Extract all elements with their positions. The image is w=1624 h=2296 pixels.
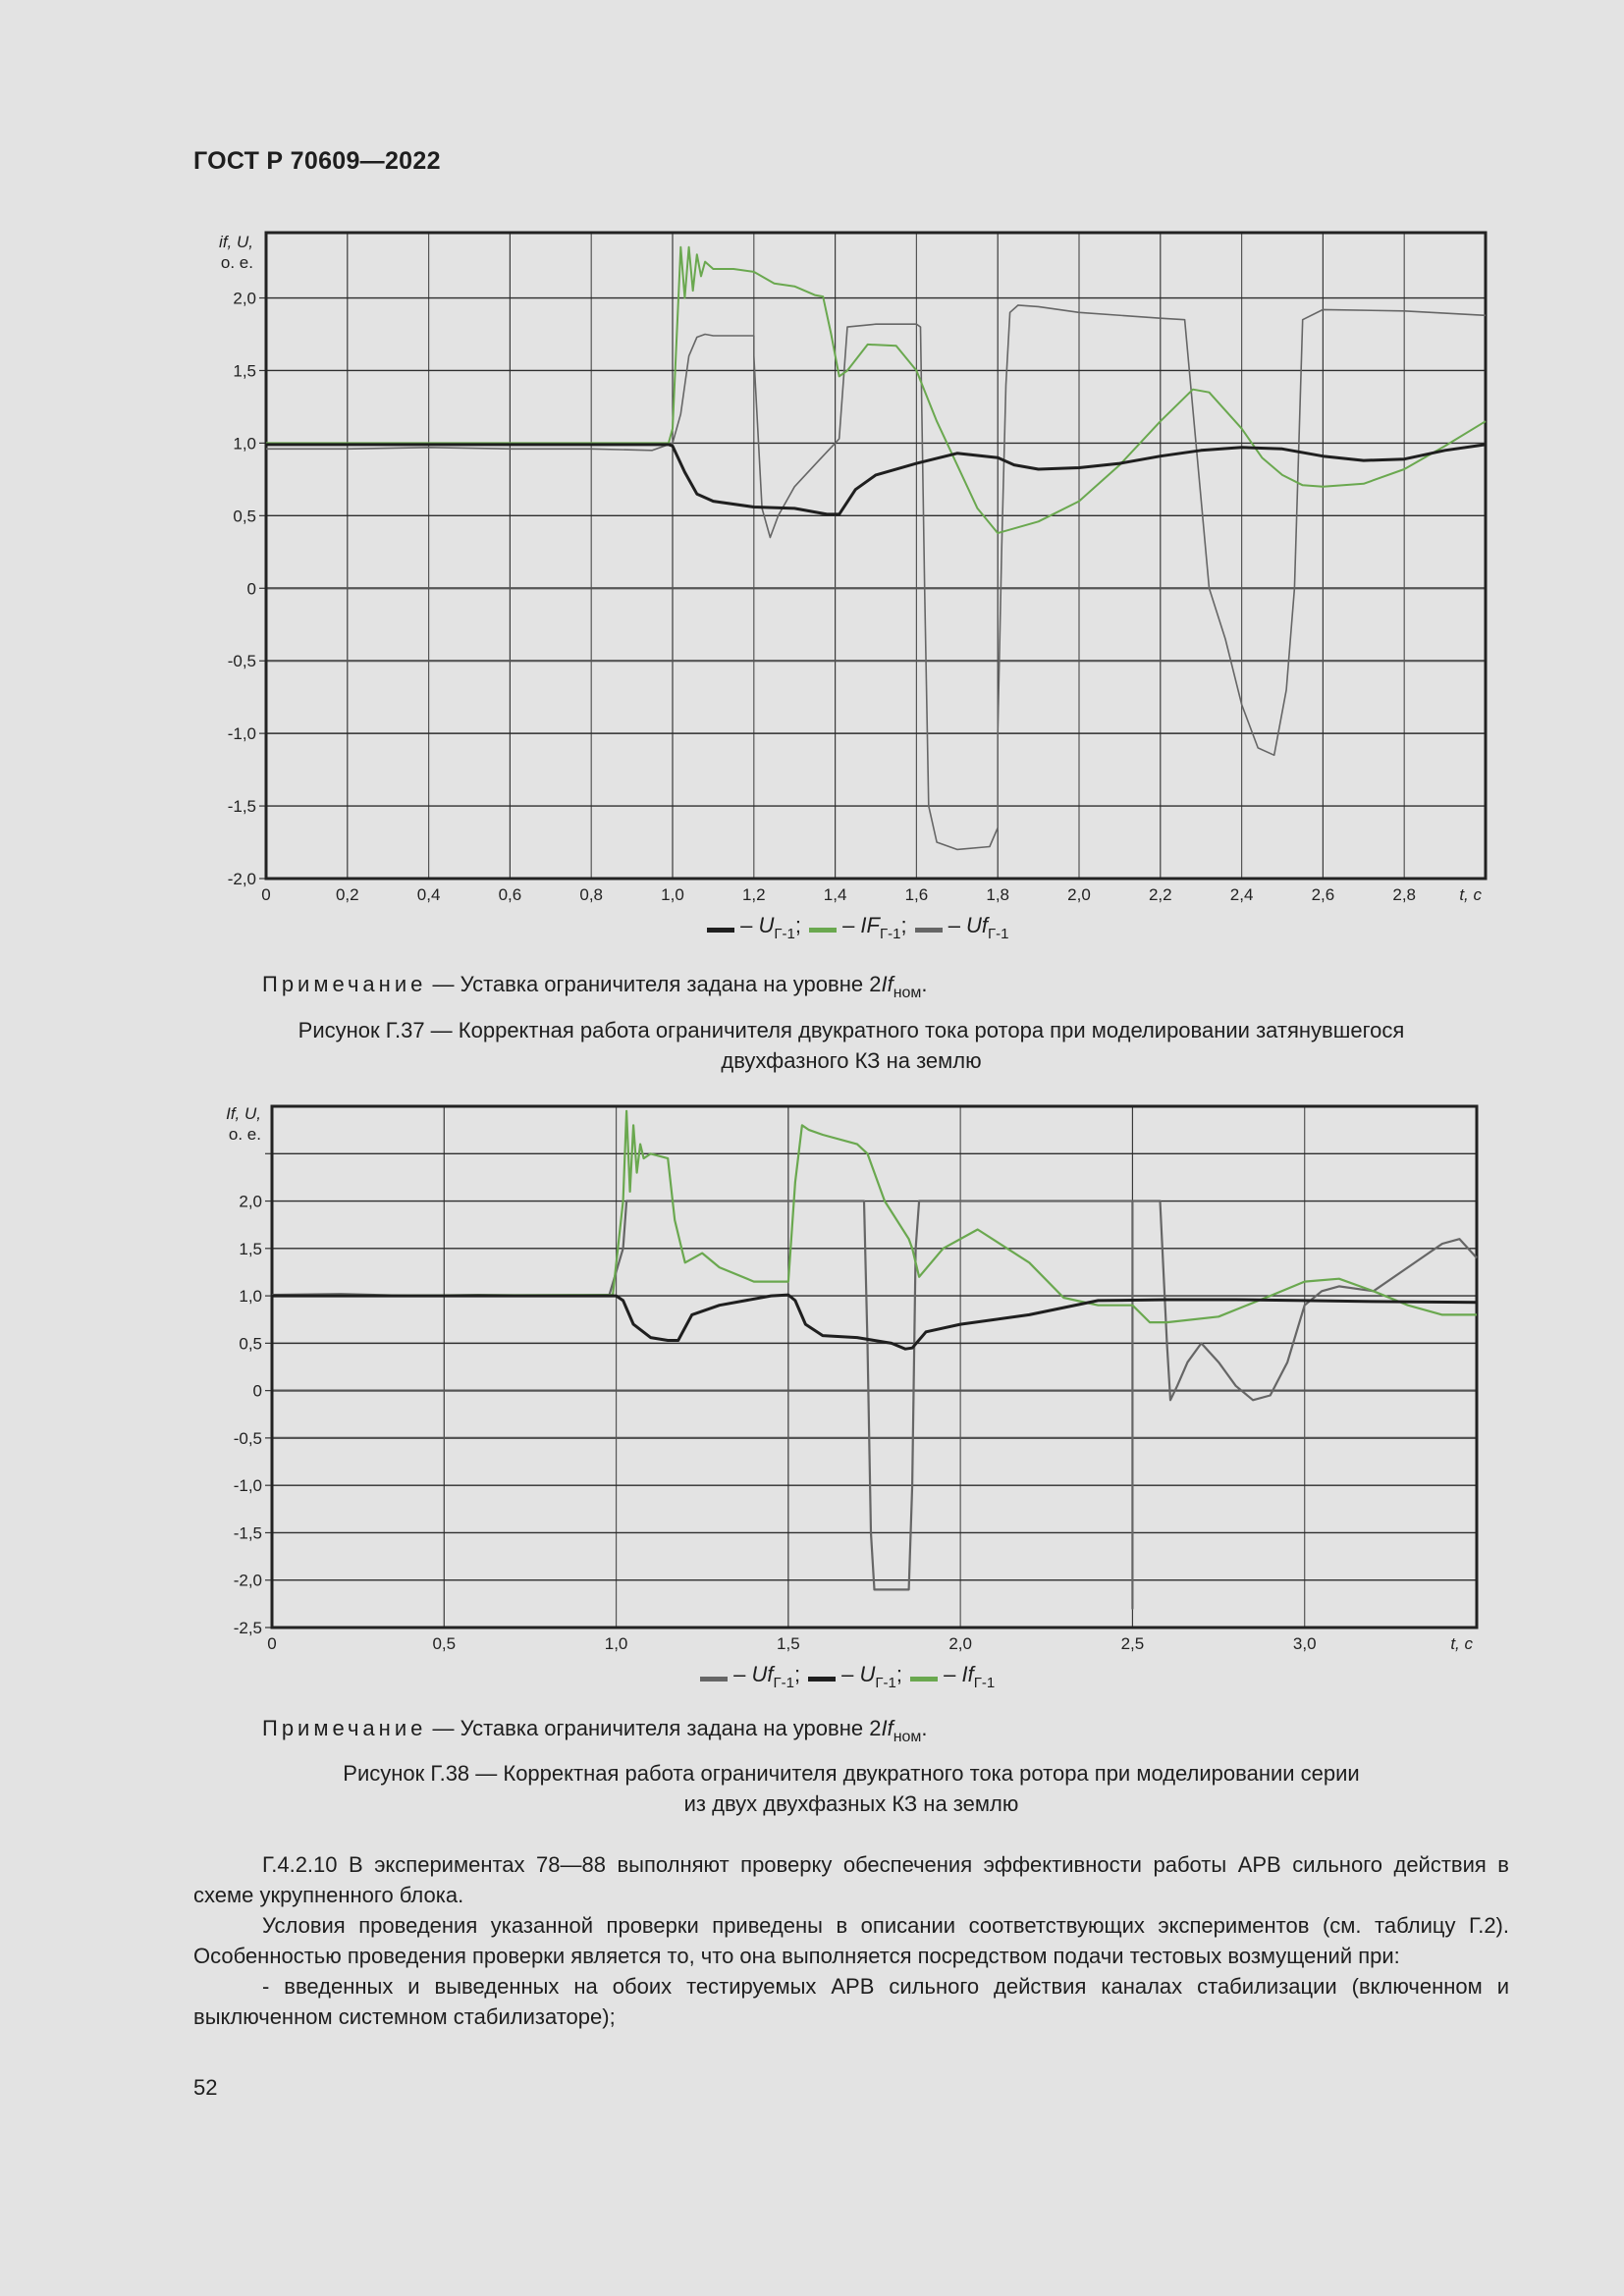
x-tick-label: 0,5 (432, 1634, 456, 1653)
x-tick-label: 0,8 (579, 885, 603, 904)
legend-swatch (707, 928, 734, 933)
y-tick-label: 1,5 (233, 361, 256, 380)
x-tick-label: 2,2 (1149, 885, 1172, 904)
x-tick-label: 1,2 (742, 885, 766, 904)
legend-swatch (808, 928, 837, 933)
x-tick-label: 0 (261, 885, 270, 904)
x-tick-label: 2,0 (1067, 885, 1091, 904)
x-axis-label: t, с (1459, 885, 1482, 904)
series-line (266, 304, 1487, 851)
grid (259, 233, 1486, 880)
legend-swatch (914, 928, 943, 933)
note-text: — Уставка ограничителя задана на уровне … (432, 972, 882, 996)
legend-swatch (910, 1677, 939, 1682)
legend-entry: – IfГ-1 (910, 1662, 995, 1691)
figure-note-g38: Примечание — Уставка ограничителя задана… (262, 1716, 928, 1745)
x-tick-label: 1,5 (777, 1634, 800, 1653)
legend-entry: – UГ-1; (808, 1662, 902, 1691)
note-label: Примечание (262, 1716, 427, 1740)
x-tick-label: 2,5 (1121, 1634, 1145, 1653)
y-tick-label: -0,5 (228, 652, 256, 670)
x-tick-label: 1,6 (905, 885, 929, 904)
chart-figure-g37: 0 0,2 0,4 0,6 0,8 1,0 1,2 1,4 1,6 1,8 2,0 2,2 2,4 2,6… (228, 231, 1488, 904)
y-axis-label-line2: о. е. (228, 1125, 261, 1144)
figure-caption-g37: Рисунок Г.37 — Корректная работа огранич… (193, 1015, 1509, 1076)
y-tick-label: -1,5 (228, 797, 256, 816)
x-tick-label: 2,6 (1312, 885, 1335, 904)
note-text: — Уставка ограничителя задана на уровне … (432, 1716, 882, 1740)
plot-frame (264, 231, 1488, 881)
y-tick-label: 0,5 (239, 1334, 262, 1353)
x-tick-label: 2,8 (1392, 885, 1416, 904)
list-item: - введенных и выведенных на обоих тестир… (193, 1974, 1509, 2029)
y-tick-label: 0,5 (233, 507, 256, 525)
note-symbol: If (881, 972, 893, 996)
note-subscript: ном (893, 1729, 922, 1745)
paragraph: Условия проведения указанной проверки пр… (193, 1913, 1509, 1968)
y-tick-label: 1,5 (239, 1240, 262, 1258)
legend-swatch (700, 1677, 728, 1682)
y-axis-label-line2: о. е. (220, 253, 253, 272)
y-tick-label: 2,0 (239, 1193, 262, 1211)
y-tick-label: 2,0 (233, 290, 256, 308)
x-tick-label: 0,4 (417, 885, 441, 904)
y-tick-label: 0 (247, 579, 256, 598)
plot-frame (270, 1104, 1479, 1629)
y-tick-label: -2,5 (234, 1619, 262, 1637)
y-axis-label-line1: if, U, (219, 233, 253, 251)
body-text: Г.4.2.10 В экспериментах 78—88 выполняют… (193, 1849, 1509, 2032)
chart-figure-g38: 0 0,5 1,0 1,5 2,0 2,5 3,0 t, с -2,5 -2,0 -1,5 -1,0 -… (234, 1104, 1479, 1653)
document-header: ГОСТ Р 70609—2022 (193, 147, 441, 175)
x-tick-label: 0,6 (499, 885, 522, 904)
chart-legend-g38: – UfГ-1; – UГ-1; – IfГ-1 (700, 1662, 995, 1691)
legend-entry: – IFГ-1; (808, 913, 907, 942)
figure-caption-g38: Рисунок Г.38 — Корректная работа огранич… (193, 1758, 1509, 1819)
figure-note-g37: Примечание — Уставка ограничителя задана… (262, 972, 928, 1001)
y-axis-label: if, U, о. е. (192, 232, 253, 273)
series-line (271, 1109, 1477, 1324)
y-axis-label: If, U, о. е. (200, 1103, 261, 1145)
legend-swatch (808, 1677, 837, 1682)
series-line (266, 443, 1487, 516)
x-tick-label: 1,0 (661, 885, 684, 904)
y-tick-label: 0 (253, 1382, 262, 1401)
series-line (266, 245, 1487, 535)
y-tick-label: 1,0 (239, 1287, 262, 1306)
legend-entry: – UГ-1; (707, 913, 801, 942)
caption-line2: двухфазного КЗ на землю (721, 1048, 982, 1073)
y-axis-label-line1: If, U, (226, 1104, 261, 1123)
note-symbol: If (881, 1716, 893, 1740)
note-subscript: ном (893, 985, 922, 1001)
x-tick-label: 0,2 (336, 885, 359, 904)
x-axis-label: t, с (1450, 1634, 1473, 1653)
x-tick-label: 1,0 (605, 1634, 628, 1653)
x-tick-label: 2,0 (948, 1634, 972, 1653)
y-tick-label: 1,0 (233, 434, 256, 453)
caption-line1: Рисунок Г.38 — Корректная работа огранич… (343, 1761, 1360, 1786)
y-tick-label: -2,0 (228, 870, 256, 888)
x-tick-label: 1,8 (986, 885, 1009, 904)
note-label: Примечание (262, 972, 427, 996)
x-tick-label: 3,0 (1293, 1634, 1317, 1653)
caption-line1: Рисунок Г.37 — Корректная работа огранич… (298, 1018, 1405, 1042)
y-tick-label: -1,0 (228, 724, 256, 743)
series-line (272, 1293, 1478, 1351)
y-tick-label: -0,5 (234, 1429, 262, 1448)
x-tick-label: 1,4 (824, 885, 847, 904)
legend-entry: – UfГ-1 (914, 913, 1009, 942)
x-tick-label: 2,4 (1230, 885, 1254, 904)
y-tick-label: -1,0 (234, 1476, 262, 1495)
x-tick-label: 0 (267, 1634, 276, 1653)
page-number: 52 (193, 2075, 218, 2100)
caption-line2: из двух двухфазных КЗ на землю (683, 1791, 1019, 1816)
legend-entry: – UfГ-1; (700, 1662, 800, 1691)
y-tick-label: -1,5 (234, 1523, 262, 1542)
y-tick-label: -2,0 (234, 1572, 262, 1590)
chart-legend-g37: – UГ-1; – IFГ-1; – UfГ-1 (707, 913, 1009, 942)
paragraph: Г.4.2.10 В экспериментах 78—88 выполняют… (193, 1852, 1509, 1907)
series-line (271, 1200, 1478, 1610)
